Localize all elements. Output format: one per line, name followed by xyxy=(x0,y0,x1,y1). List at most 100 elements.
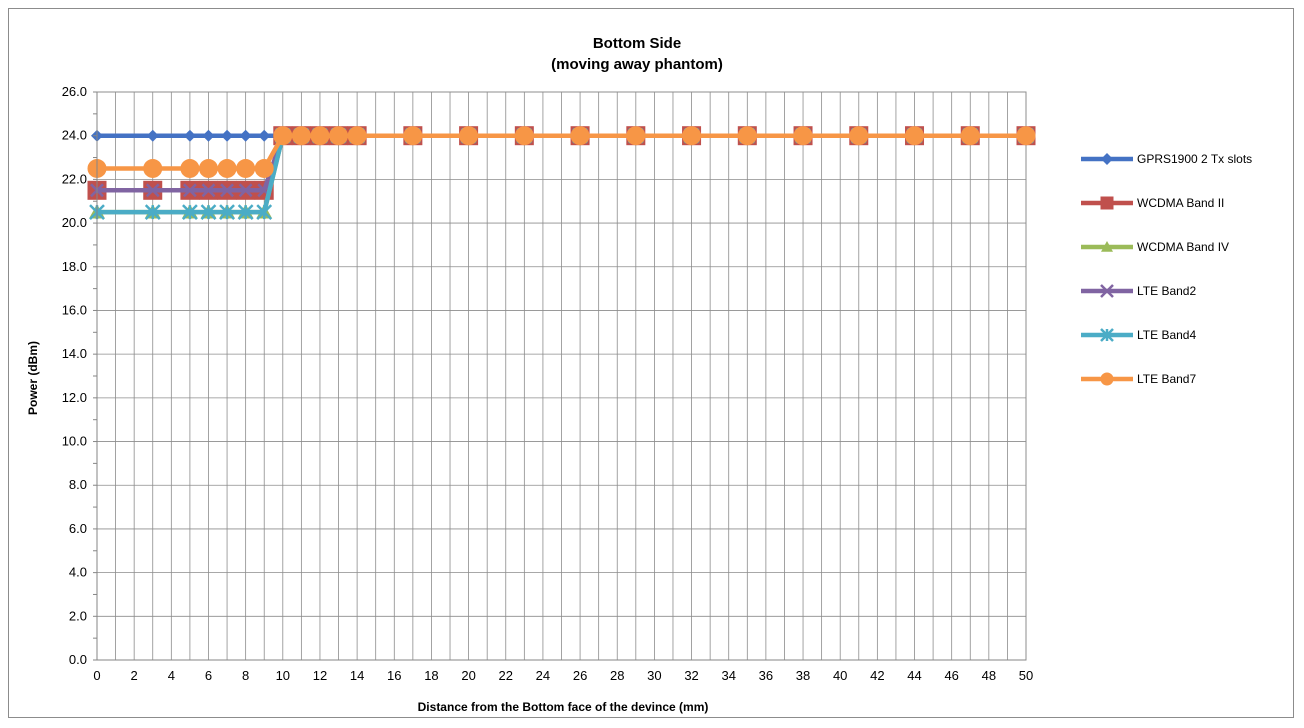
x-tick-label: 24 xyxy=(536,668,550,683)
y-axis-label: Power (dBm) xyxy=(26,341,40,415)
data-point xyxy=(183,129,196,142)
data-point xyxy=(183,183,197,198)
legend-marker xyxy=(1100,328,1114,342)
legend-marker xyxy=(1100,196,1114,210)
x-tick-label: 8 xyxy=(242,668,249,683)
x-tick-label: 20 xyxy=(461,668,475,683)
y-tick-label: 18.0 xyxy=(62,259,87,274)
x-tick-label: 2 xyxy=(131,668,138,683)
data-point xyxy=(459,126,479,146)
x-axis-label: Distance from the Bottom face of the dev… xyxy=(418,700,709,714)
x-tick-label: 16 xyxy=(387,668,401,683)
legend-marker xyxy=(1101,241,1113,252)
axes: 0.0 2.0 4.0 6.0 8.0 10.0 12.0 14.0 16.0 18.0 20.0 2… xyxy=(62,84,1034,683)
x-tick-label: 18 xyxy=(424,668,438,683)
y-tick-label: 6.0 xyxy=(69,521,87,536)
y-tick-label: 14.0 xyxy=(62,346,87,361)
chart-subtitle: (moving away phantom) xyxy=(551,56,723,73)
data-point xyxy=(258,129,271,142)
data-point xyxy=(143,158,163,178)
x-tick-label: 4 xyxy=(168,668,175,683)
data-point xyxy=(291,126,311,146)
plot-grid xyxy=(96,91,1027,661)
legend-label: LTE Band7 xyxy=(1137,372,1196,386)
data-point xyxy=(219,204,235,221)
data-point xyxy=(239,129,252,142)
data-point xyxy=(201,183,216,198)
legend-item: WCDMA Band IV xyxy=(1081,240,1229,254)
x-tick-label: 28 xyxy=(610,668,624,683)
data-point xyxy=(273,126,293,146)
data-point xyxy=(403,126,423,146)
data-point xyxy=(514,126,534,146)
x-tick-label: 46 xyxy=(944,668,958,683)
legend-item: LTE Band4 xyxy=(1081,328,1196,342)
x-tick-label: 48 xyxy=(982,668,996,683)
x-tick-label: 34 xyxy=(721,668,735,683)
legend-marker xyxy=(1100,372,1114,386)
data-point xyxy=(198,158,218,178)
y-tick-label: 22.0 xyxy=(62,171,87,186)
legend-item: LTE Band2 xyxy=(1081,284,1196,298)
legend-marker xyxy=(1101,153,1113,165)
y-tick-label: 0.0 xyxy=(69,652,87,667)
legend-item: LTE Band7 xyxy=(1081,372,1196,386)
chart-frame xyxy=(8,8,1294,718)
x-tick-label: 22 xyxy=(499,668,513,683)
series-layer xyxy=(87,126,1036,221)
data-point xyxy=(570,126,590,146)
x-tick-label: 38 xyxy=(796,668,810,683)
data-point xyxy=(682,126,702,146)
legend-marker xyxy=(1100,284,1114,298)
data-point xyxy=(202,129,215,142)
x-tick-label: 32 xyxy=(684,668,698,683)
legend: GPRS1900 2 Tx slots WCDMA Band II WCDMA Ba… xyxy=(1081,152,1252,386)
legend-label: WCDMA Band IV xyxy=(1137,240,1229,254)
y-tick-label: 10.0 xyxy=(62,434,87,449)
data-point xyxy=(960,126,980,146)
data-point xyxy=(146,129,159,142)
data-point xyxy=(254,158,274,178)
x-tick-label: 40 xyxy=(833,668,847,683)
y-tick-label: 24.0 xyxy=(62,128,87,143)
y-tick-label: 2.0 xyxy=(69,608,87,623)
data-point xyxy=(256,204,273,221)
data-point xyxy=(145,183,160,198)
x-tick-label: 30 xyxy=(647,668,661,683)
x-tick-label: 12 xyxy=(313,668,327,683)
data-point xyxy=(182,204,198,221)
x-tick-label: 0 xyxy=(93,668,100,683)
data-point xyxy=(347,126,367,146)
data-point xyxy=(737,126,757,146)
data-point xyxy=(1016,126,1036,146)
chart-title: Bottom Side xyxy=(593,35,681,52)
data-point xyxy=(217,158,237,178)
data-point xyxy=(310,126,330,146)
data-point xyxy=(329,126,349,146)
data-point xyxy=(626,126,646,146)
y-tick-label: 20.0 xyxy=(62,215,87,230)
legend-label: WCDMA Band II xyxy=(1137,196,1224,210)
data-point xyxy=(237,204,254,221)
data-point xyxy=(220,183,234,198)
x-tick-label: 10 xyxy=(276,668,290,683)
y-tick-label: 26.0 xyxy=(62,84,87,99)
x-tick-label: 14 xyxy=(350,668,364,683)
legend-label: LTE Band2 xyxy=(1137,284,1196,298)
legend-item: WCDMA Band II xyxy=(1081,196,1224,210)
data-point xyxy=(849,126,869,146)
y-tick-label: 16.0 xyxy=(62,302,87,317)
y-tick-label: 4.0 xyxy=(69,565,87,580)
y-tick-label: 12.0 xyxy=(62,390,87,405)
x-tick-label: 6 xyxy=(205,668,212,683)
data-point xyxy=(905,126,925,146)
data-point xyxy=(200,204,217,221)
y-tick-label: 8.0 xyxy=(69,477,87,492)
x-tick-label: 42 xyxy=(870,668,884,683)
data-point xyxy=(238,183,253,198)
legend-item: GPRS1900 2 Tx slots xyxy=(1081,152,1252,166)
series-lte-band7 xyxy=(87,126,1036,178)
x-tick-label: 26 xyxy=(573,668,587,683)
legend-label: LTE Band4 xyxy=(1137,328,1196,342)
